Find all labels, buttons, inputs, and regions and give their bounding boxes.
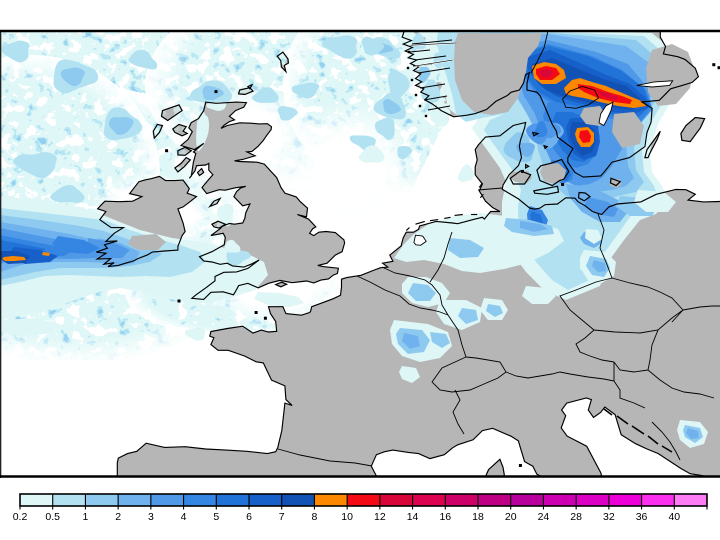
- svg-text:16: 16: [439, 511, 451, 523]
- svg-text:28: 28: [570, 511, 582, 523]
- svg-text:5: 5: [213, 511, 219, 523]
- svg-text:6: 6: [246, 511, 252, 523]
- svg-text:20: 20: [505, 511, 517, 523]
- svg-text:1: 1: [83, 511, 89, 523]
- svg-text:36: 36: [636, 511, 648, 523]
- svg-text:4: 4: [181, 511, 187, 523]
- svg-text:8: 8: [312, 511, 318, 523]
- svg-text:24: 24: [538, 511, 550, 523]
- svg-text:14: 14: [407, 511, 419, 523]
- svg-text:18: 18: [472, 511, 484, 523]
- svg-text:3: 3: [148, 511, 154, 523]
- svg-text:7: 7: [279, 511, 285, 523]
- svg-text:12: 12: [374, 511, 386, 523]
- svg-text:2: 2: [115, 511, 121, 523]
- svg-text:0.5: 0.5: [45, 511, 60, 523]
- svg-text:10: 10: [341, 511, 353, 523]
- svg-text:0.2: 0.2: [13, 511, 28, 523]
- svg-text:40: 40: [668, 511, 680, 523]
- svg-text:32: 32: [603, 511, 615, 523]
